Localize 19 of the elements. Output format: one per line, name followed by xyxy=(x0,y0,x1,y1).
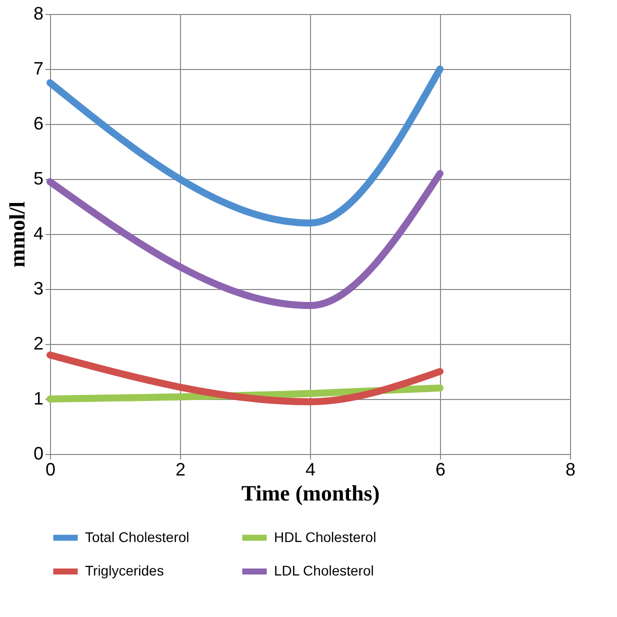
y-tick-label: 6 xyxy=(33,114,44,134)
y-tick-label: 1 xyxy=(33,388,44,408)
legend-label: Triglycerides xyxy=(85,562,164,578)
y-tick-label: 0 xyxy=(33,444,44,464)
y-tick-label: 8 xyxy=(33,4,44,24)
x-tick-label: 6 xyxy=(435,460,446,480)
y-tick-label: 7 xyxy=(33,58,44,78)
legend-label: HDL Cholesterol xyxy=(274,528,376,545)
legend-label: LDL Cholesterol xyxy=(274,562,374,578)
y-tick-label: 5 xyxy=(33,168,44,188)
x-tick-label: 8 xyxy=(565,460,576,480)
y-axis-title: mmol/l xyxy=(4,202,30,268)
x-tick-label: 4 xyxy=(305,460,316,480)
y-tick-label: 2 xyxy=(33,334,44,354)
legend-label: Total Cholesterol xyxy=(85,528,190,545)
x-tick-label: 2 xyxy=(175,460,186,480)
y-tick-label: 3 xyxy=(33,278,44,298)
x-axis-title: Time (months) xyxy=(241,480,380,506)
y-tick-label: 4 xyxy=(33,224,44,244)
